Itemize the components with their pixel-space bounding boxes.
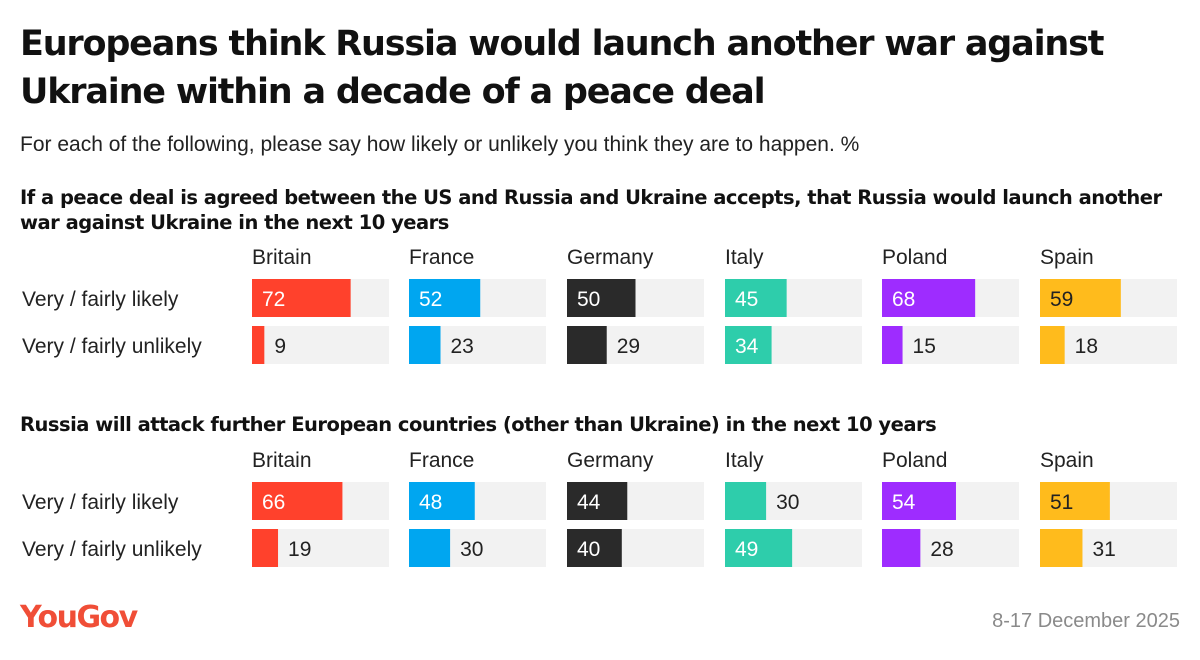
- value-label-britain-very-fairly-likely: 66: [262, 491, 285, 514]
- bar-germany-very-fairly-likely: [567, 482, 628, 520]
- value-label-germany-very-fairly-unlikely: 29: [617, 335, 640, 358]
- value-label-britain-very-fairly-unlikely: 9: [274, 335, 286, 358]
- country-label-italy: Italy: [725, 449, 764, 472]
- value-label-spain-very-fairly-likely: 51: [1050, 491, 1073, 514]
- bar-italy-very-fairly-unlikely: [725, 326, 772, 364]
- country-label-spain: Spain: [1040, 449, 1094, 472]
- value-label-britain-very-fairly-unlikely: 19: [288, 538, 311, 561]
- value-label-germany-very-fairly-likely: 44: [577, 491, 601, 514]
- country-label-italy: Italy: [725, 246, 764, 269]
- value-label-italy-very-fairly-likely: 45: [735, 288, 758, 311]
- value-label-britain-very-fairly-likely: 72: [262, 288, 285, 311]
- bar-germany-very-fairly-likely: [567, 279, 636, 317]
- question-1-title: If a peace deal is agreed between the US…: [20, 186, 1162, 234]
- value-label-france-very-fairly-likely: 52: [419, 288, 442, 311]
- bar-france-very-fairly-likely: [409, 279, 481, 317]
- bar-britain-very-fairly-likely: [252, 279, 351, 317]
- country-label-germany: Germany: [567, 246, 654, 269]
- bar-spain-very-fairly-likely: [1040, 279, 1121, 317]
- bar-spain-very-fairly-unlikely: [1040, 326, 1065, 364]
- value-label-italy-very-fairly-unlikely: 34: [735, 335, 759, 358]
- bar-spain-very-fairly-unlikely: [1040, 529, 1083, 567]
- value-label-germany-very-fairly-likely: 50: [577, 288, 600, 311]
- value-label-germany-very-fairly-unlikely: 40: [577, 538, 600, 561]
- value-label-italy-very-fairly-unlikely: 49: [735, 538, 758, 561]
- bar-track: [882, 326, 1019, 364]
- country-label-france: France: [409, 449, 474, 472]
- bar-italy-very-fairly-likely: [725, 482, 767, 520]
- bar-poland-very-fairly-likely: [882, 482, 956, 520]
- value-label-italy-very-fairly-likely: 30: [776, 491, 799, 514]
- bar-spain-very-fairly-likely: [1040, 482, 1110, 520]
- country-label-britain: Britain: [252, 246, 312, 269]
- bar-france-very-fairly-unlikely: [409, 326, 441, 364]
- bar-italy-very-fairly-unlikely: [725, 529, 793, 567]
- survey-date: 8-17 December 2025: [992, 610, 1180, 632]
- value-label-poland-very-fairly-likely: 68: [892, 288, 915, 311]
- value-label-poland-very-fairly-likely: 54: [892, 491, 916, 514]
- value-label-poland-very-fairly-unlikely: 28: [930, 538, 953, 561]
- bar-poland-very-fairly-unlikely: [882, 326, 903, 364]
- chart-title: Europeans think Russia would launch anot…: [20, 24, 1104, 112]
- country-label-germany: Germany: [567, 449, 654, 472]
- bar-britain-very-fairly-unlikely: [252, 529, 279, 567]
- row-label-very-fairly-unlikely: Very / fairly unlikely: [22, 335, 202, 358]
- chart-subtitle: For each of the following, please say ho…: [20, 133, 860, 156]
- row-label-very-fairly-unlikely: Very / fairly unlikely: [22, 538, 202, 561]
- bar-france-very-fairly-likely: [409, 482, 475, 520]
- value-label-spain-very-fairly-unlikely: 18: [1075, 335, 1098, 358]
- yougov-logo: YouGov: [20, 600, 138, 635]
- bar-italy-very-fairly-likely: [725, 279, 787, 317]
- country-label-france: France: [409, 246, 474, 269]
- bar-britain-very-fairly-likely: [252, 482, 343, 520]
- bar-france-very-fairly-unlikely: [409, 529, 451, 567]
- country-label-britain: Britain: [252, 449, 312, 472]
- value-label-spain-very-fairly-likely: 59: [1050, 288, 1073, 311]
- country-label-poland: Poland: [882, 449, 947, 472]
- bar-poland-very-fairly-likely: [882, 279, 976, 317]
- value-label-poland-very-fairly-unlikely: 15: [913, 335, 936, 358]
- bar-germany-very-fairly-unlikely: [567, 326, 607, 364]
- row-label-very-fairly-likely: Very / fairly likely: [22, 491, 179, 514]
- row-label-very-fairly-likely: Very / fairly likely: [22, 288, 179, 311]
- bar-britain-very-fairly-unlikely: [252, 326, 265, 364]
- country-label-poland: Poland: [882, 246, 947, 269]
- value-label-france-very-fairly-unlikely: 23: [451, 335, 474, 358]
- bar-track: [252, 326, 389, 364]
- bar-germany-very-fairly-unlikely: [567, 529, 622, 567]
- country-label-spain: Spain: [1040, 246, 1094, 269]
- value-label-spain-very-fairly-unlikely: 31: [1092, 538, 1115, 561]
- bar-poland-very-fairly-unlikely: [882, 529, 921, 567]
- value-label-france-very-fairly-likely: 48: [419, 491, 442, 514]
- value-label-france-very-fairly-unlikely: 30: [460, 538, 483, 561]
- question-2-title: Russia will attack further European coun…: [20, 413, 937, 436]
